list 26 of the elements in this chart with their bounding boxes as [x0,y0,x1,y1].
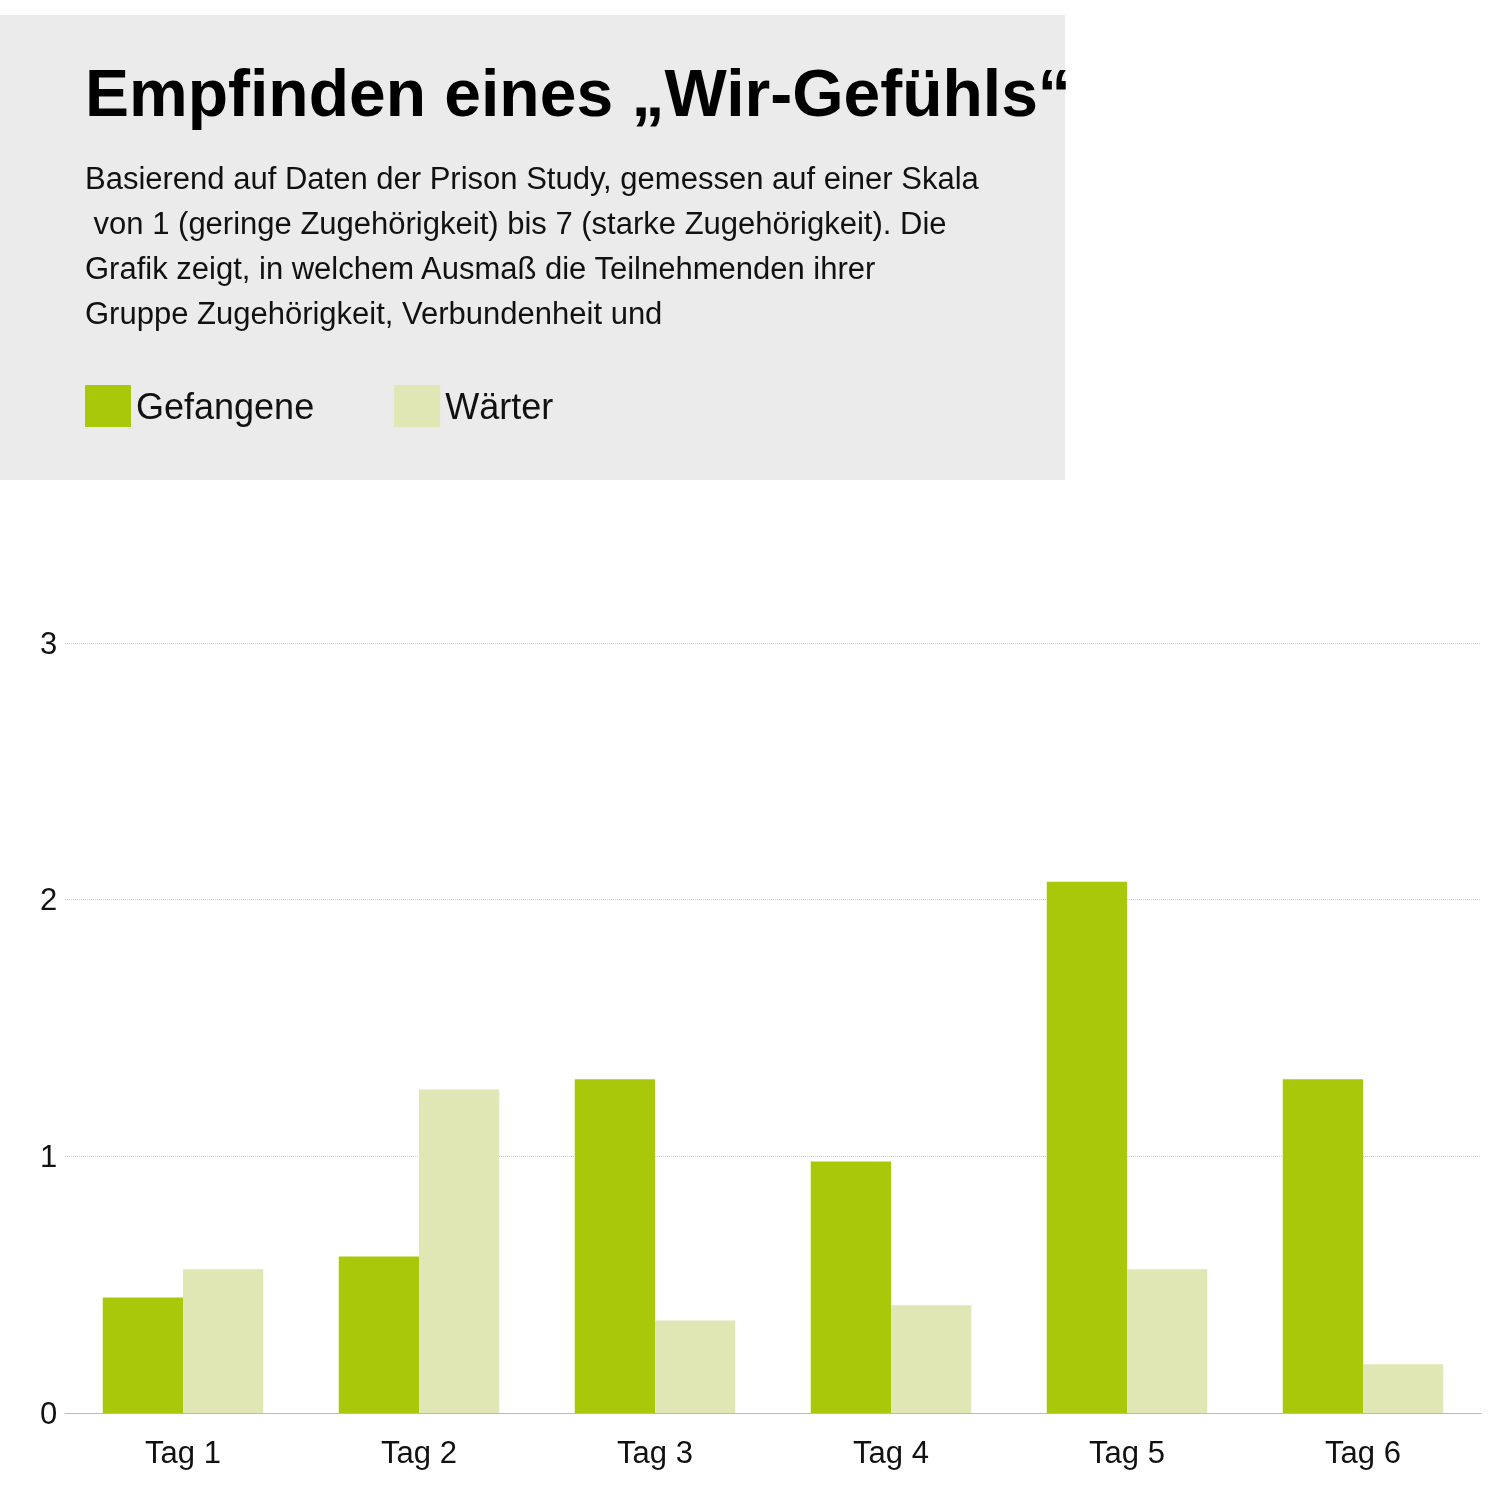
chart-subtitle: Basierend auf Daten der Prison Study, gemessen auf einer Skala von 1 (geringe Zugehörigkeit) bis 7 (starke Zugehörigkeit). Die Grafik zeigt, in welchem Ausmaß die Teilnehmenden ihrer Gruppe Zugehörigkeit, Verbundenheit und [85,161,980,331]
y-tick-label: 1 [40,1138,58,1174]
bar [655,1320,736,1413]
bar [1282,1079,1363,1413]
x-tick-label: Tag 6 [1325,1435,1401,1470]
x-tick-label: Tag 4 [853,1435,929,1470]
bar [810,1161,891,1413]
y-tick-label: 3 [40,625,58,661]
bar [102,1297,183,1413]
chart-title: Empfinden eines „Wir-Gefühls“ [85,56,1071,130]
y-tick-label: 0 [40,1395,58,1431]
legend-label: Wärter [445,385,554,427]
y-tick-label: 2 [40,882,58,918]
bar [338,1256,419,1413]
x-tick-label: Tag 1 [145,1435,221,1470]
bar [183,1269,264,1413]
x-tick-label: Tag 5 [1089,1435,1165,1470]
x-tick-label: Tag 3 [617,1435,693,1470]
bar [574,1079,655,1413]
bar [419,1089,500,1413]
bar [1363,1364,1444,1413]
bar [1127,1269,1208,1413]
legend-label: Gefangene [136,385,315,427]
bar [1046,881,1127,1413]
bar [891,1305,972,1413]
x-tick-label: Tag 2 [381,1435,457,1470]
